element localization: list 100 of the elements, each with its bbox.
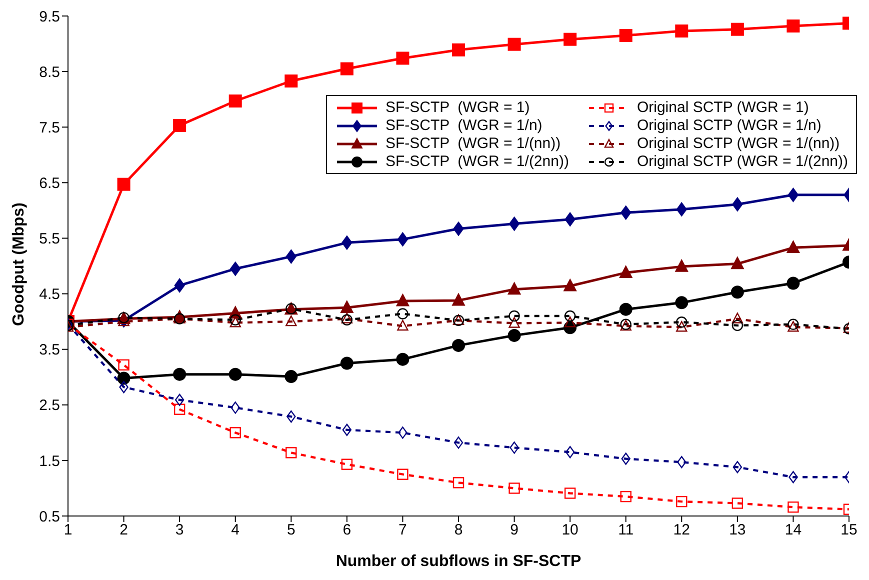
x-tick-label: 6 (342, 522, 352, 539)
x-tick-label: 12 (673, 522, 690, 539)
legend-label: SF-SCTP (WGR = 1/(nn)) (385, 135, 561, 152)
point (565, 446, 575, 458)
point (621, 452, 630, 465)
point (396, 52, 410, 65)
point (675, 24, 688, 38)
point (564, 310, 576, 322)
point (510, 442, 519, 454)
point (286, 249, 296, 264)
point (397, 320, 408, 331)
y-tick-label: 6.5 (39, 174, 60, 192)
point (286, 447, 297, 458)
point (397, 468, 408, 480)
point (732, 197, 743, 212)
point (396, 294, 410, 306)
point (173, 368, 186, 381)
point (453, 222, 464, 236)
point (230, 262, 241, 276)
point (340, 62, 354, 76)
point (788, 471, 798, 484)
point (620, 206, 632, 220)
x-tick-label: 13 (729, 522, 746, 539)
point (786, 20, 800, 32)
legend-label: Original SCTP (WGR = 1/(nn)) (636, 135, 840, 152)
point (620, 490, 632, 502)
point (118, 359, 130, 370)
x-tick-label: 14 (784, 522, 802, 539)
point (788, 188, 799, 202)
point (117, 178, 130, 191)
point (397, 232, 408, 246)
y-tick-label: 7.5 (39, 119, 60, 136)
point (508, 328, 521, 342)
x-tick-label: 8 (454, 522, 463, 539)
point (341, 458, 353, 470)
x-tick-label: 10 (562, 522, 578, 539)
point (732, 461, 742, 474)
point (228, 368, 242, 381)
point (174, 404, 186, 415)
point (174, 278, 185, 293)
point (619, 302, 632, 316)
point (230, 427, 241, 438)
point (397, 308, 408, 320)
legend-label: Original SCTP (WGR = 1) (636, 99, 809, 116)
point (730, 286, 744, 299)
point (564, 488, 576, 499)
point (619, 266, 632, 278)
x-tick-label: 7 (398, 522, 407, 539)
point (452, 338, 465, 352)
legend-label: SF-SCTP (WGR = 1) (385, 99, 530, 116)
point (452, 293, 465, 306)
point (619, 28, 632, 42)
point (786, 240, 800, 253)
x-tick-label: 15 (840, 522, 858, 539)
y-tick-label: 9.5 (39, 8, 60, 26)
point (286, 315, 297, 326)
point (508, 317, 520, 328)
point (677, 456, 686, 468)
x-tick-label: 3 (175, 522, 184, 539)
point (732, 312, 744, 324)
point (730, 22, 744, 36)
y-axis-title: Goodput (Mbps) (10, 202, 28, 326)
point (174, 394, 184, 406)
x-tick-label: 2 (120, 522, 128, 539)
point (173, 118, 186, 132)
point (676, 316, 688, 328)
point (564, 212, 576, 226)
point (675, 259, 688, 272)
point (398, 426, 408, 439)
point (340, 300, 354, 313)
point (452, 43, 465, 56)
point (508, 310, 520, 322)
y-tick-label: 8.5 (39, 64, 60, 81)
x-tick-label: 4 (231, 522, 240, 539)
point (564, 316, 576, 328)
point (730, 256, 744, 270)
point (284, 74, 298, 88)
point (508, 282, 521, 295)
point (284, 370, 298, 384)
point (508, 216, 520, 231)
x-tick-label: 5 (286, 522, 296, 539)
point (117, 372, 130, 385)
point (732, 320, 744, 332)
point (788, 321, 799, 332)
y-tick-label: 3.5 (39, 342, 60, 359)
legend-label: Original SCTP (WGR = 1/(2nn)) (636, 153, 848, 170)
x-tick-label: 9 (510, 522, 518, 539)
point (676, 496, 688, 508)
point (342, 424, 352, 436)
point (119, 381, 128, 394)
point (564, 278, 577, 292)
point (675, 296, 688, 310)
point (676, 202, 687, 216)
y-tick-label: 2.5 (39, 397, 60, 414)
point (454, 436, 464, 449)
y-tick-label: 0.5 (39, 508, 60, 526)
point (508, 38, 521, 51)
x-tick-label: 11 (618, 522, 634, 539)
point (228, 94, 242, 108)
point (732, 498, 744, 509)
